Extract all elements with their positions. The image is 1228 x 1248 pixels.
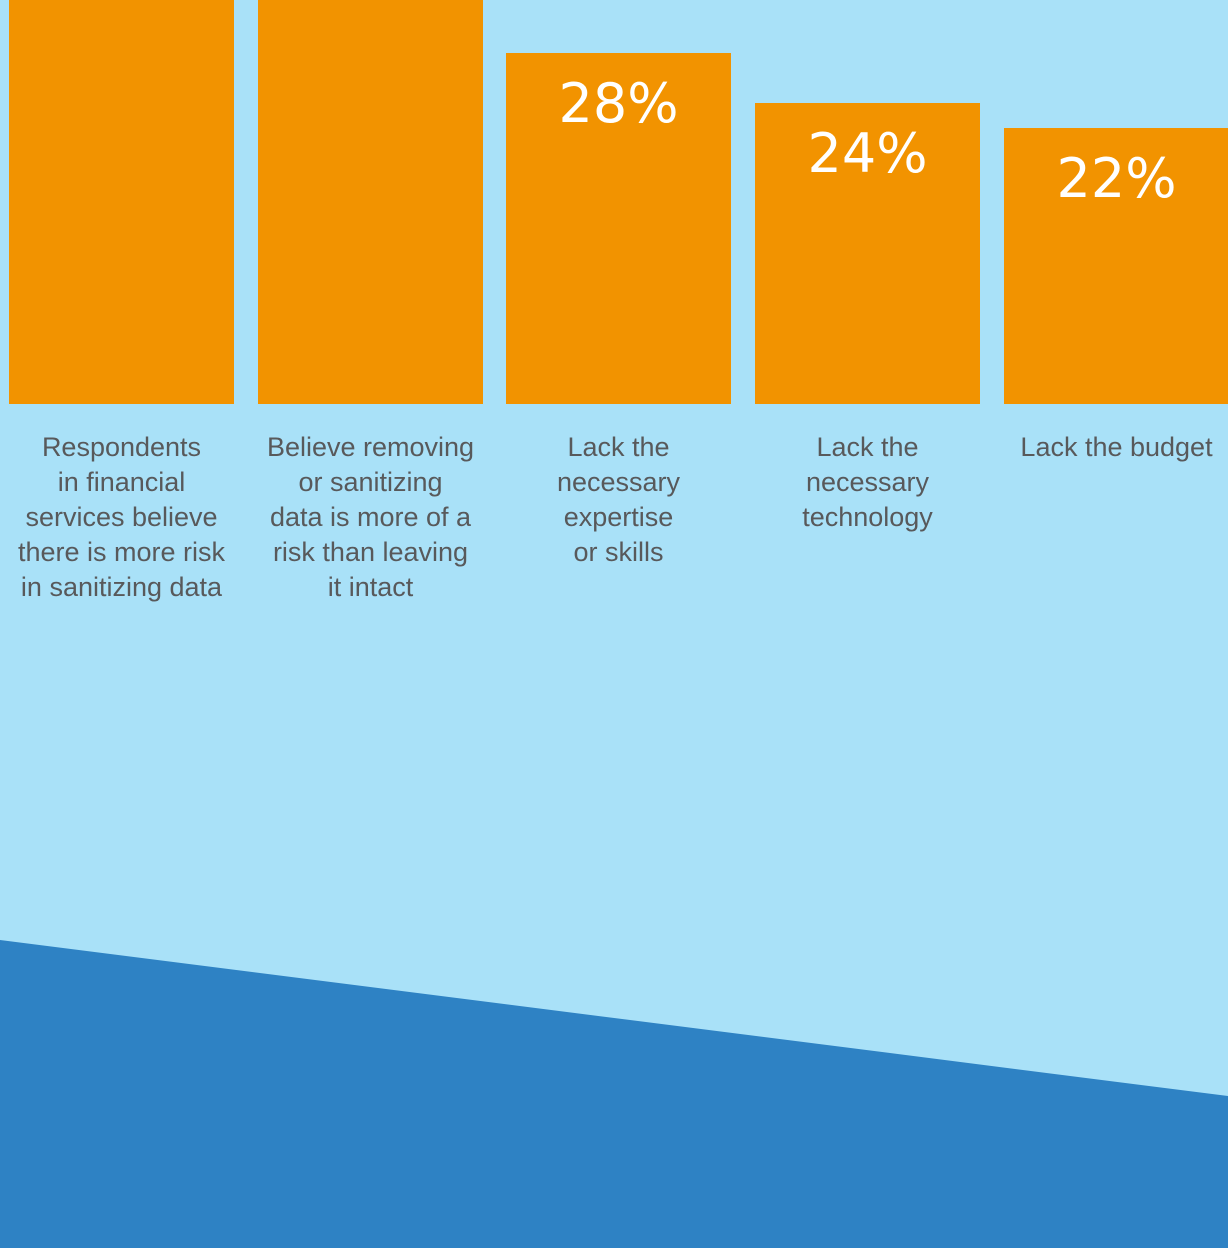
bar-value-label: 28%: [558, 71, 679, 135]
bar-4: 24%: [755, 102, 980, 404]
blue-band-shape: [0, 940, 1228, 1248]
bar-1: [9, 0, 234, 404]
category-label-lack-the-necessary-expertise-or-skills: Lack the necessary expertise or skills: [556, 432, 681, 567]
bar-5: 22%: [1004, 127, 1228, 404]
category-label-lack-the-budget: Lack the budget: [1020, 432, 1213, 462]
category-label-lack-the-necessary-technology: Lack the necessary technology: [802, 432, 933, 532]
bar-value-label: 22%: [1056, 146, 1177, 210]
category-label-respondents-in-financial-services-believ: Respondents in financial services believe t…: [17, 432, 226, 602]
bar-3: 28%: [506, 52, 731, 404]
bar-2: [258, 0, 483, 404]
category-label-believe-removing-or-sanitizing-data-is-m: Believe removing or sanitizing data is mor…: [266, 432, 475, 602]
bar-value-label: 24%: [807, 121, 928, 185]
